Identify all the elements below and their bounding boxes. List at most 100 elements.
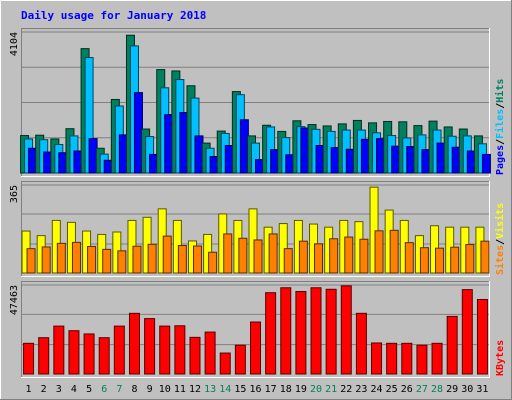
bar: [132, 245, 142, 274]
31: [481, 153, 491, 174]
xtick-label-day-4: 4: [71, 384, 77, 395]
xtick-label-day-11: 11: [174, 384, 186, 395]
bar: [431, 342, 443, 375]
ylabel-part: Sites: [494, 245, 506, 275]
xtick-label-day-27: 27: [416, 384, 428, 395]
bar: [465, 244, 475, 274]
xtick-label-day-29: 29: [446, 384, 458, 395]
xtick-label-day-6: 6: [101, 384, 107, 395]
xtick-label-day-9: 9: [147, 384, 153, 395]
bar: [117, 250, 127, 274]
xtick-label-day-10: 10: [159, 384, 171, 395]
bar: [147, 243, 157, 274]
bar: [446, 315, 458, 375]
bar: [192, 245, 202, 274]
bar: [283, 248, 293, 274]
bar: [98, 337, 110, 375]
bar: [41, 246, 51, 274]
bar: [159, 325, 171, 375]
bar: [340, 285, 352, 375]
bar: [189, 336, 201, 375]
bar: [325, 288, 337, 375]
xtick-label-day-3: 3: [56, 384, 62, 395]
bar: [56, 242, 66, 274]
bar: [355, 312, 367, 375]
ytick-label-kbytes: 47463: [9, 285, 20, 315]
chart-title: Daily usage for January 2018: [21, 9, 206, 22]
bar: [128, 312, 140, 375]
bar: [177, 245, 187, 274]
ylabel-pages-files-hits: Pages/Files/Hits: [494, 79, 506, 175]
xtick-label-day-22: 22: [340, 384, 352, 395]
bar: [386, 342, 398, 375]
bar: [174, 325, 186, 375]
xtick-label-day-26: 26: [401, 384, 413, 395]
xtick-label-day-12: 12: [189, 384, 201, 395]
xtick-label-day-25: 25: [386, 384, 398, 395]
bar: [374, 230, 384, 274]
xtick-label-day-17: 17: [265, 384, 277, 395]
bar: [476, 299, 488, 375]
ylabel-part: Files: [494, 109, 506, 139]
bar: [371, 342, 383, 375]
bar: [401, 342, 413, 375]
bar: [295, 290, 307, 375]
xtick-label-day-2: 2: [41, 384, 47, 395]
bar: [416, 344, 428, 375]
ylabel-kbytes: KBytes: [495, 340, 506, 376]
bar: [314, 243, 324, 274]
ylabel-part: Pages: [495, 145, 506, 175]
xtick-label-day-8: 8: [131, 384, 137, 395]
bar: [268, 233, 278, 274]
xtick-label-day-23: 23: [355, 384, 367, 395]
xtick-label-day-14: 14: [219, 384, 231, 395]
bar: [102, 248, 112, 274]
bar: [450, 246, 460, 274]
bar: [87, 245, 97, 274]
bar: [219, 352, 231, 375]
bar: [144, 318, 156, 375]
xtick-label-day-20: 20: [310, 384, 322, 395]
xtick-label-day-28: 28: [431, 384, 443, 395]
bar: [250, 321, 261, 375]
bar: [461, 289, 473, 375]
xtick-label-day-30: 30: [461, 384, 473, 395]
bar: [310, 287, 322, 375]
bar: [389, 229, 399, 274]
bar: [208, 251, 218, 274]
bar: [253, 239, 263, 274]
bar: [71, 241, 81, 274]
xtick-label-day-18: 18: [280, 384, 292, 395]
ytick-label-sites-visits: 365: [9, 185, 20, 203]
bar: [280, 287, 292, 375]
bar: [162, 235, 172, 274]
xtick-label-day-19: 19: [295, 384, 307, 395]
bar: [329, 238, 339, 274]
xtick-label-day-7: 7: [116, 384, 122, 395]
bar: [419, 247, 429, 274]
bar: [223, 233, 233, 274]
xtick-label-day-5: 5: [86, 384, 92, 395]
ylabel-sites-visits: Sites/Visits: [494, 203, 506, 275]
bar: [68, 330, 80, 375]
ylabel-part: /: [495, 239, 506, 245]
ytick-label-pages-files-hits: 4104: [9, 32, 20, 56]
xtick-label-day-21: 21: [325, 384, 337, 395]
xtick-label-day-31: 31: [476, 384, 488, 395]
bar: [234, 344, 246, 375]
bar: [53, 325, 65, 375]
xtick-label-day-15: 15: [234, 384, 246, 395]
xtick-label-day-24: 24: [371, 384, 383, 395]
bar: [238, 237, 248, 274]
xtick-label-day-1: 1: [26, 384, 32, 395]
bar: [38, 337, 50, 375]
bar: [83, 333, 95, 375]
bar: [298, 240, 308, 274]
ylabel-part: /: [495, 139, 506, 145]
xtick-label-day-16: 16: [249, 384, 261, 395]
bar: [26, 248, 36, 274]
bar: [204, 331, 216, 375]
bar: [23, 342, 35, 375]
ylabel-part: /: [495, 103, 506, 109]
ylabel-part: Visits: [494, 203, 506, 239]
